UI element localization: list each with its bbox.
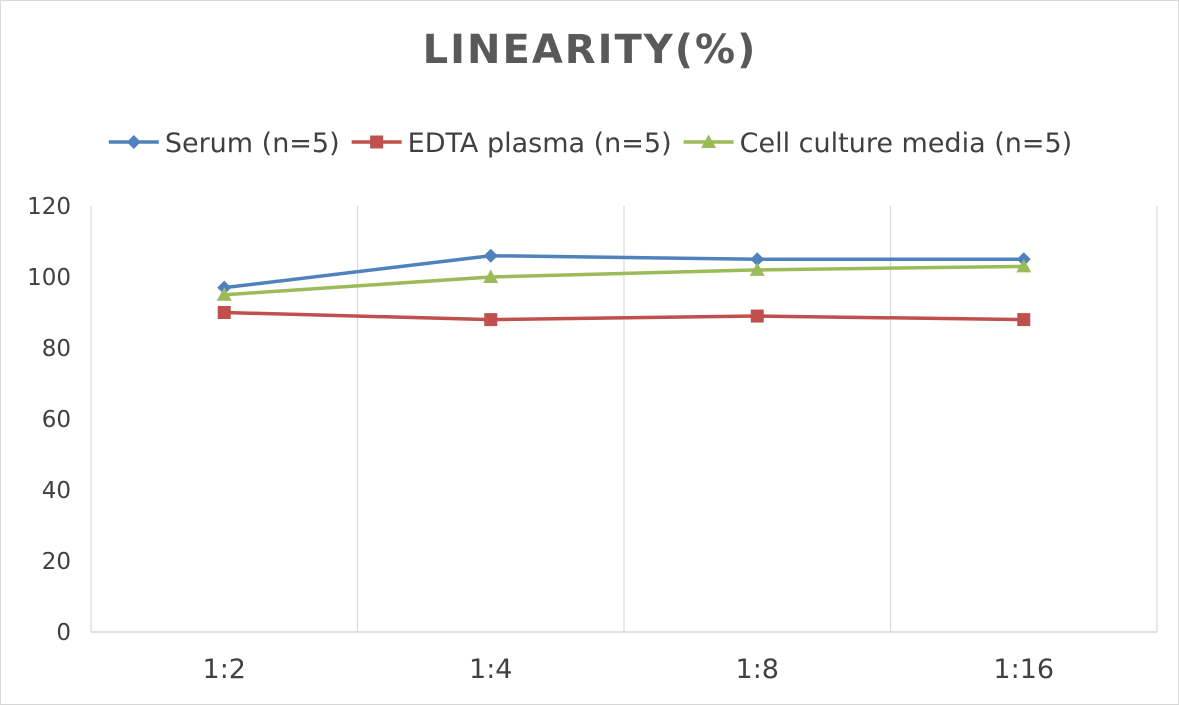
series-1 xyxy=(217,248,1031,295)
data-point xyxy=(750,309,764,323)
axes: 0 20 40 60 80 100 120 1:2 1:4 1:8 1:16 xyxy=(27,194,1157,685)
chart-title: LINEARITY(%) xyxy=(423,27,758,73)
legend-label: Serum (n=5) xyxy=(165,128,340,159)
y-tick-label: 0 xyxy=(56,620,71,646)
legend-item: EDTA plasma (n=5) xyxy=(351,128,672,159)
x-tick-label: 1:16 xyxy=(993,654,1054,685)
series-line xyxy=(224,253,1024,290)
x-tick-label: 1:2 xyxy=(203,654,246,685)
series-2 xyxy=(217,306,1031,327)
series-layer xyxy=(216,248,1032,327)
legend-label: EDTA plasma (n=5) xyxy=(408,128,672,159)
legend: Serum (n=5) EDTA plasma (n=5) Cell culture… xyxy=(108,128,1073,159)
x-tick-label: 1:8 xyxy=(736,654,779,685)
data-point xyxy=(484,313,498,327)
series-line xyxy=(224,264,1024,297)
data-point xyxy=(750,252,765,267)
legend-label: Cell culture media (n=5) xyxy=(740,128,1073,159)
y-tick-label: 20 xyxy=(42,549,71,575)
legend-marker xyxy=(126,135,141,149)
x-tick-label: 1:4 xyxy=(469,654,512,685)
legend-item: Cell culture media (n=5) xyxy=(683,128,1073,159)
data-point xyxy=(217,306,231,319)
y-tick-label: 60 xyxy=(42,407,71,433)
series-line xyxy=(224,310,1024,322)
data-point xyxy=(483,248,498,263)
data-point xyxy=(483,269,499,283)
legend-item: Serum (n=5) xyxy=(108,128,340,159)
legend-marker xyxy=(370,135,384,149)
gridlines xyxy=(90,206,1158,632)
series-3 xyxy=(216,258,1032,301)
y-tick-label: 40 xyxy=(42,478,71,504)
data-point xyxy=(216,287,232,301)
legend-marker xyxy=(701,134,717,148)
data-point xyxy=(1016,258,1032,273)
y-tick-label: 80 xyxy=(42,336,71,362)
y-tick-label: 120 xyxy=(27,194,71,220)
data-point xyxy=(1017,313,1031,327)
data-point xyxy=(749,262,765,276)
y-tick-label: 100 xyxy=(27,265,71,291)
